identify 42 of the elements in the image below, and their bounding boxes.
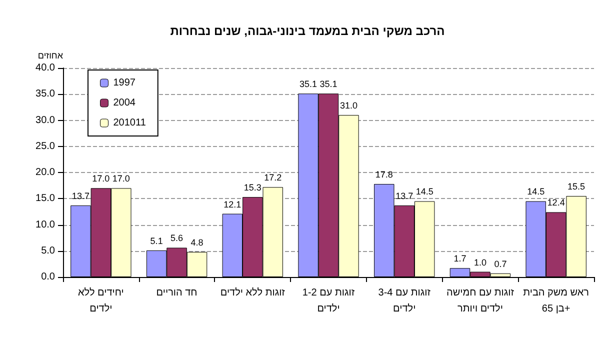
data-label: 4.8 [190, 237, 204, 248]
data-label: 0.7 [494, 258, 507, 269]
data-label: 12.1 [224, 199, 242, 210]
text: 40.0 [36, 62, 55, 74]
data-label: 17.2 [264, 172, 282, 183]
data-label: 1.7 [454, 254, 466, 264]
x-tick-label: זוגות עם חמישה ילדים ויותר [446, 288, 515, 314]
legend-label: 2004 [113, 98, 136, 108]
data-label: 17.0 [112, 174, 130, 184]
x-tick-label: יחידים ללא ילדים [78, 286, 124, 314]
data-label: 12.4 [547, 198, 565, 208]
data-label: 35.1 [300, 79, 318, 90]
text: 30.0 [36, 114, 55, 126]
data-label: 14.5 [416, 186, 434, 197]
text: 20.0 [36, 167, 55, 178]
x-tick-label: זוגות עם 3-4 ילדים [378, 288, 432, 314]
text: 0.0 [41, 272, 55, 282]
data-label: 35.1 [320, 79, 338, 90]
data-label: 17.0 [92, 174, 110, 184]
legend-label: 201011 [113, 118, 146, 128]
data-label: 15.3 [244, 182, 262, 193]
legend-label: 1997 [113, 78, 136, 88]
x-tick-label: זוגות ללא ילדים [220, 286, 286, 298]
text: 10.0 [36, 219, 55, 230]
x-tick-label: חד הוריים [156, 288, 198, 298]
y-axis-title: אחוזים [38, 50, 64, 60]
data-label: 15.5 [568, 182, 586, 192]
text: 5.0 [41, 245, 55, 256]
data-label: 13.7 [72, 190, 90, 201]
chart-title: הרכב משקי הבית במעמד בינוני-גבוה, שנים נבחרות [170, 24, 445, 38]
data-label: 31.0 [340, 100, 358, 111]
text: 35.0 [36, 88, 55, 100]
data-label: 17.8 [375, 169, 393, 180]
data-label: 1.0 [474, 257, 486, 268]
data-label: 14.5 [527, 186, 545, 197]
data-label: 5.6 [170, 233, 184, 244]
data-label: 5.1 [150, 236, 163, 246]
x-tick-label: זוגות עם 1-2 ילדים [302, 288, 356, 314]
x-tick-label: ראש משק הבית בן 65+ [523, 288, 590, 314]
text: 25.0 [36, 140, 55, 152]
text: 15.0 [36, 193, 55, 204]
data-label: 13.7 [396, 190, 414, 201]
